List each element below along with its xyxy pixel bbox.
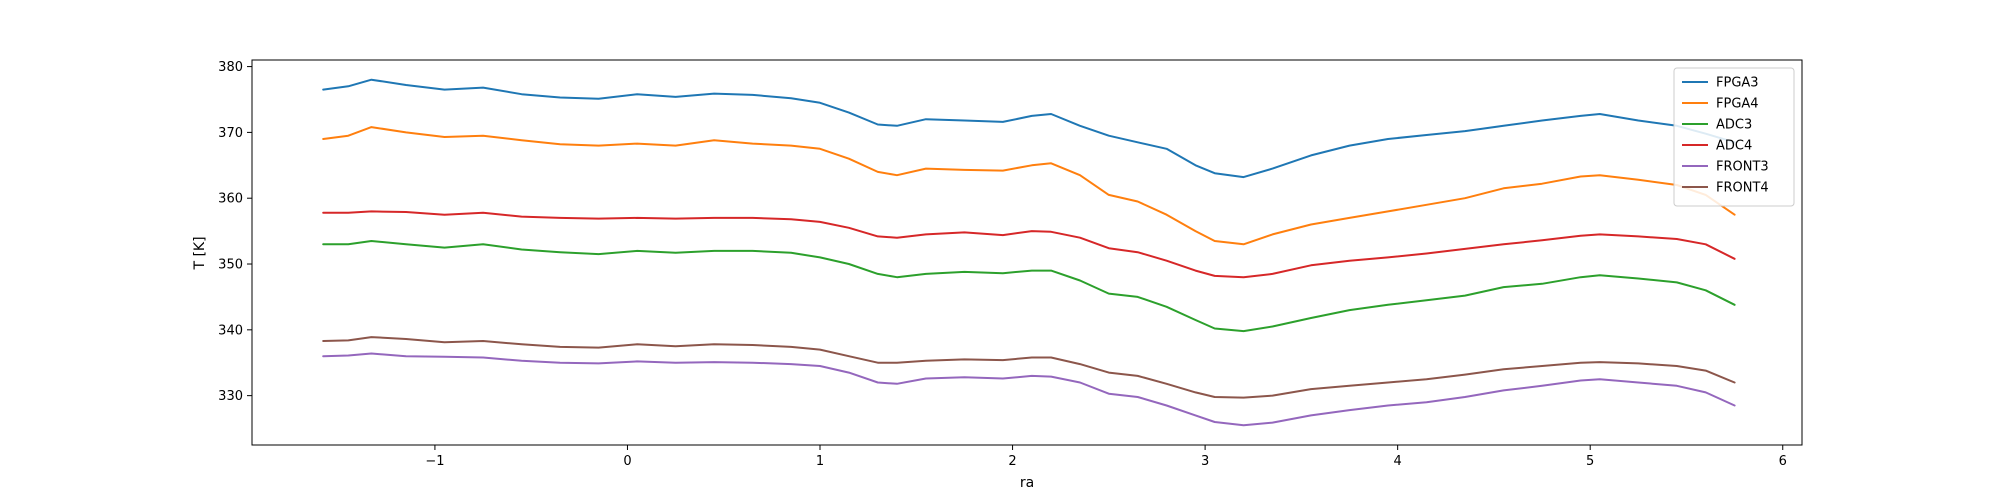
legend-label-adc3: ADC3: [1716, 118, 1752, 133]
x-tick-label: 1: [816, 454, 824, 469]
y-tick-label: 350: [218, 258, 243, 273]
legend-label-fpga4: FPGA4: [1716, 97, 1759, 112]
x-axis-label: ra: [1020, 475, 1034, 491]
x-tick-label: 0: [623, 454, 631, 469]
y-tick-label: 330: [218, 389, 243, 404]
legend: FPGA3 FPGA4 ADC3 ADC4 FRONT3 FRONT4: [1673, 67, 1795, 207]
series-line-fpga4: [322, 126, 1736, 246]
series-line-front4: [322, 336, 1736, 399]
x-tick-label: 2: [1008, 454, 1016, 469]
plot-frame: [251, 59, 1803, 446]
x-axis: −1 0 1 2 3 4 5 6: [425, 445, 1787, 469]
y-tick-label: 380: [218, 60, 243, 75]
x-tick-label: 6: [1779, 454, 1787, 469]
series-line-fpga3: [322, 78, 1736, 179]
y-tick-label: 360: [218, 192, 243, 207]
legend-label-adc4: ADC4: [1716, 139, 1752, 154]
x-tick-label: 4: [1394, 454, 1402, 469]
series-line-adc3: [322, 240, 1736, 333]
x-tick-label: −1: [425, 454, 444, 469]
y-axis-label: T [K]: [192, 236, 208, 270]
y-tick-label: 340: [218, 323, 243, 338]
legend-label-fpga3: FPGA3: [1716, 76, 1759, 91]
x-tick-label: 3: [1201, 454, 1209, 469]
x-tick-label: 5: [1586, 454, 1594, 469]
y-tick-label: 370: [218, 126, 243, 141]
legend-label-front3: FRONT3: [1716, 160, 1769, 175]
series-line-adc4: [322, 210, 1736, 279]
series-layer: [322, 78, 1736, 427]
legend-label-front4: FRONT4: [1716, 181, 1769, 196]
y-axis: 330 340 350 360 370 380: [218, 60, 252, 404]
series-line-front3: [322, 352, 1736, 427]
